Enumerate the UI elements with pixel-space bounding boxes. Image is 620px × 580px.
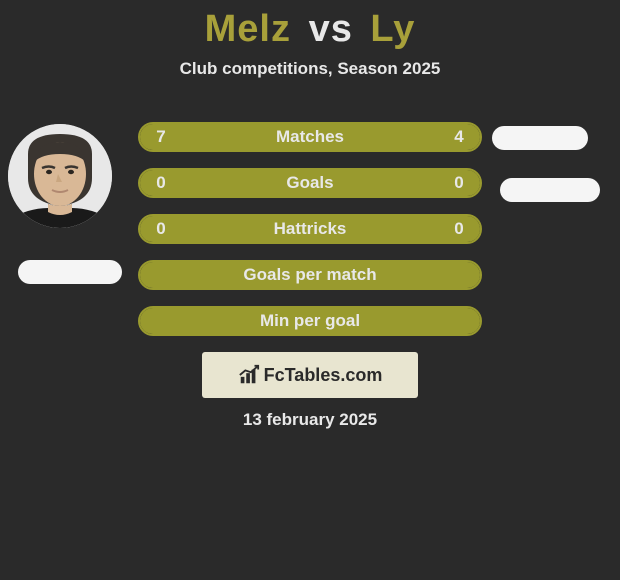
stat-bar-row: 74Matches [138, 122, 482, 152]
bar-label: Goals per match [140, 262, 480, 288]
stat-bar-row: 00Goals [138, 168, 482, 198]
player2-name-pill-2 [500, 178, 600, 202]
chart-icon [238, 364, 260, 386]
logo-text: FcTables.com [264, 365, 383, 386]
bar-label: Matches [140, 124, 480, 150]
date-text: 13 february 2025 [0, 410, 620, 430]
bar-label: Goals [140, 170, 480, 196]
player2-name: Ly [370, 8, 415, 50]
bar-label: Hattricks [140, 216, 480, 242]
stat-bars: 74Matches 00Goals 00Hattricks Goals per mat… [138, 122, 482, 352]
comparison-title: Melz vs Ly [0, 0, 620, 51]
stat-bar-row: Goals per match [138, 260, 482, 290]
player1-name-pill [18, 260, 122, 284]
bar-label: Min per goal [140, 308, 480, 334]
subtitle: Club competitions, Season 2025 [0, 59, 620, 79]
player2-name-pill-1 [492, 126, 588, 150]
stat-bar-row: Min per goal [138, 306, 482, 336]
stat-bar-row: 00Hattricks [138, 214, 482, 244]
avatar-placeholder-icon [8, 124, 112, 228]
fctables-logo: FcTables.com [202, 352, 418, 398]
player1-name: Melz [205, 8, 291, 50]
player1-avatar [8, 124, 112, 228]
vs-separator: vs [309, 8, 353, 50]
